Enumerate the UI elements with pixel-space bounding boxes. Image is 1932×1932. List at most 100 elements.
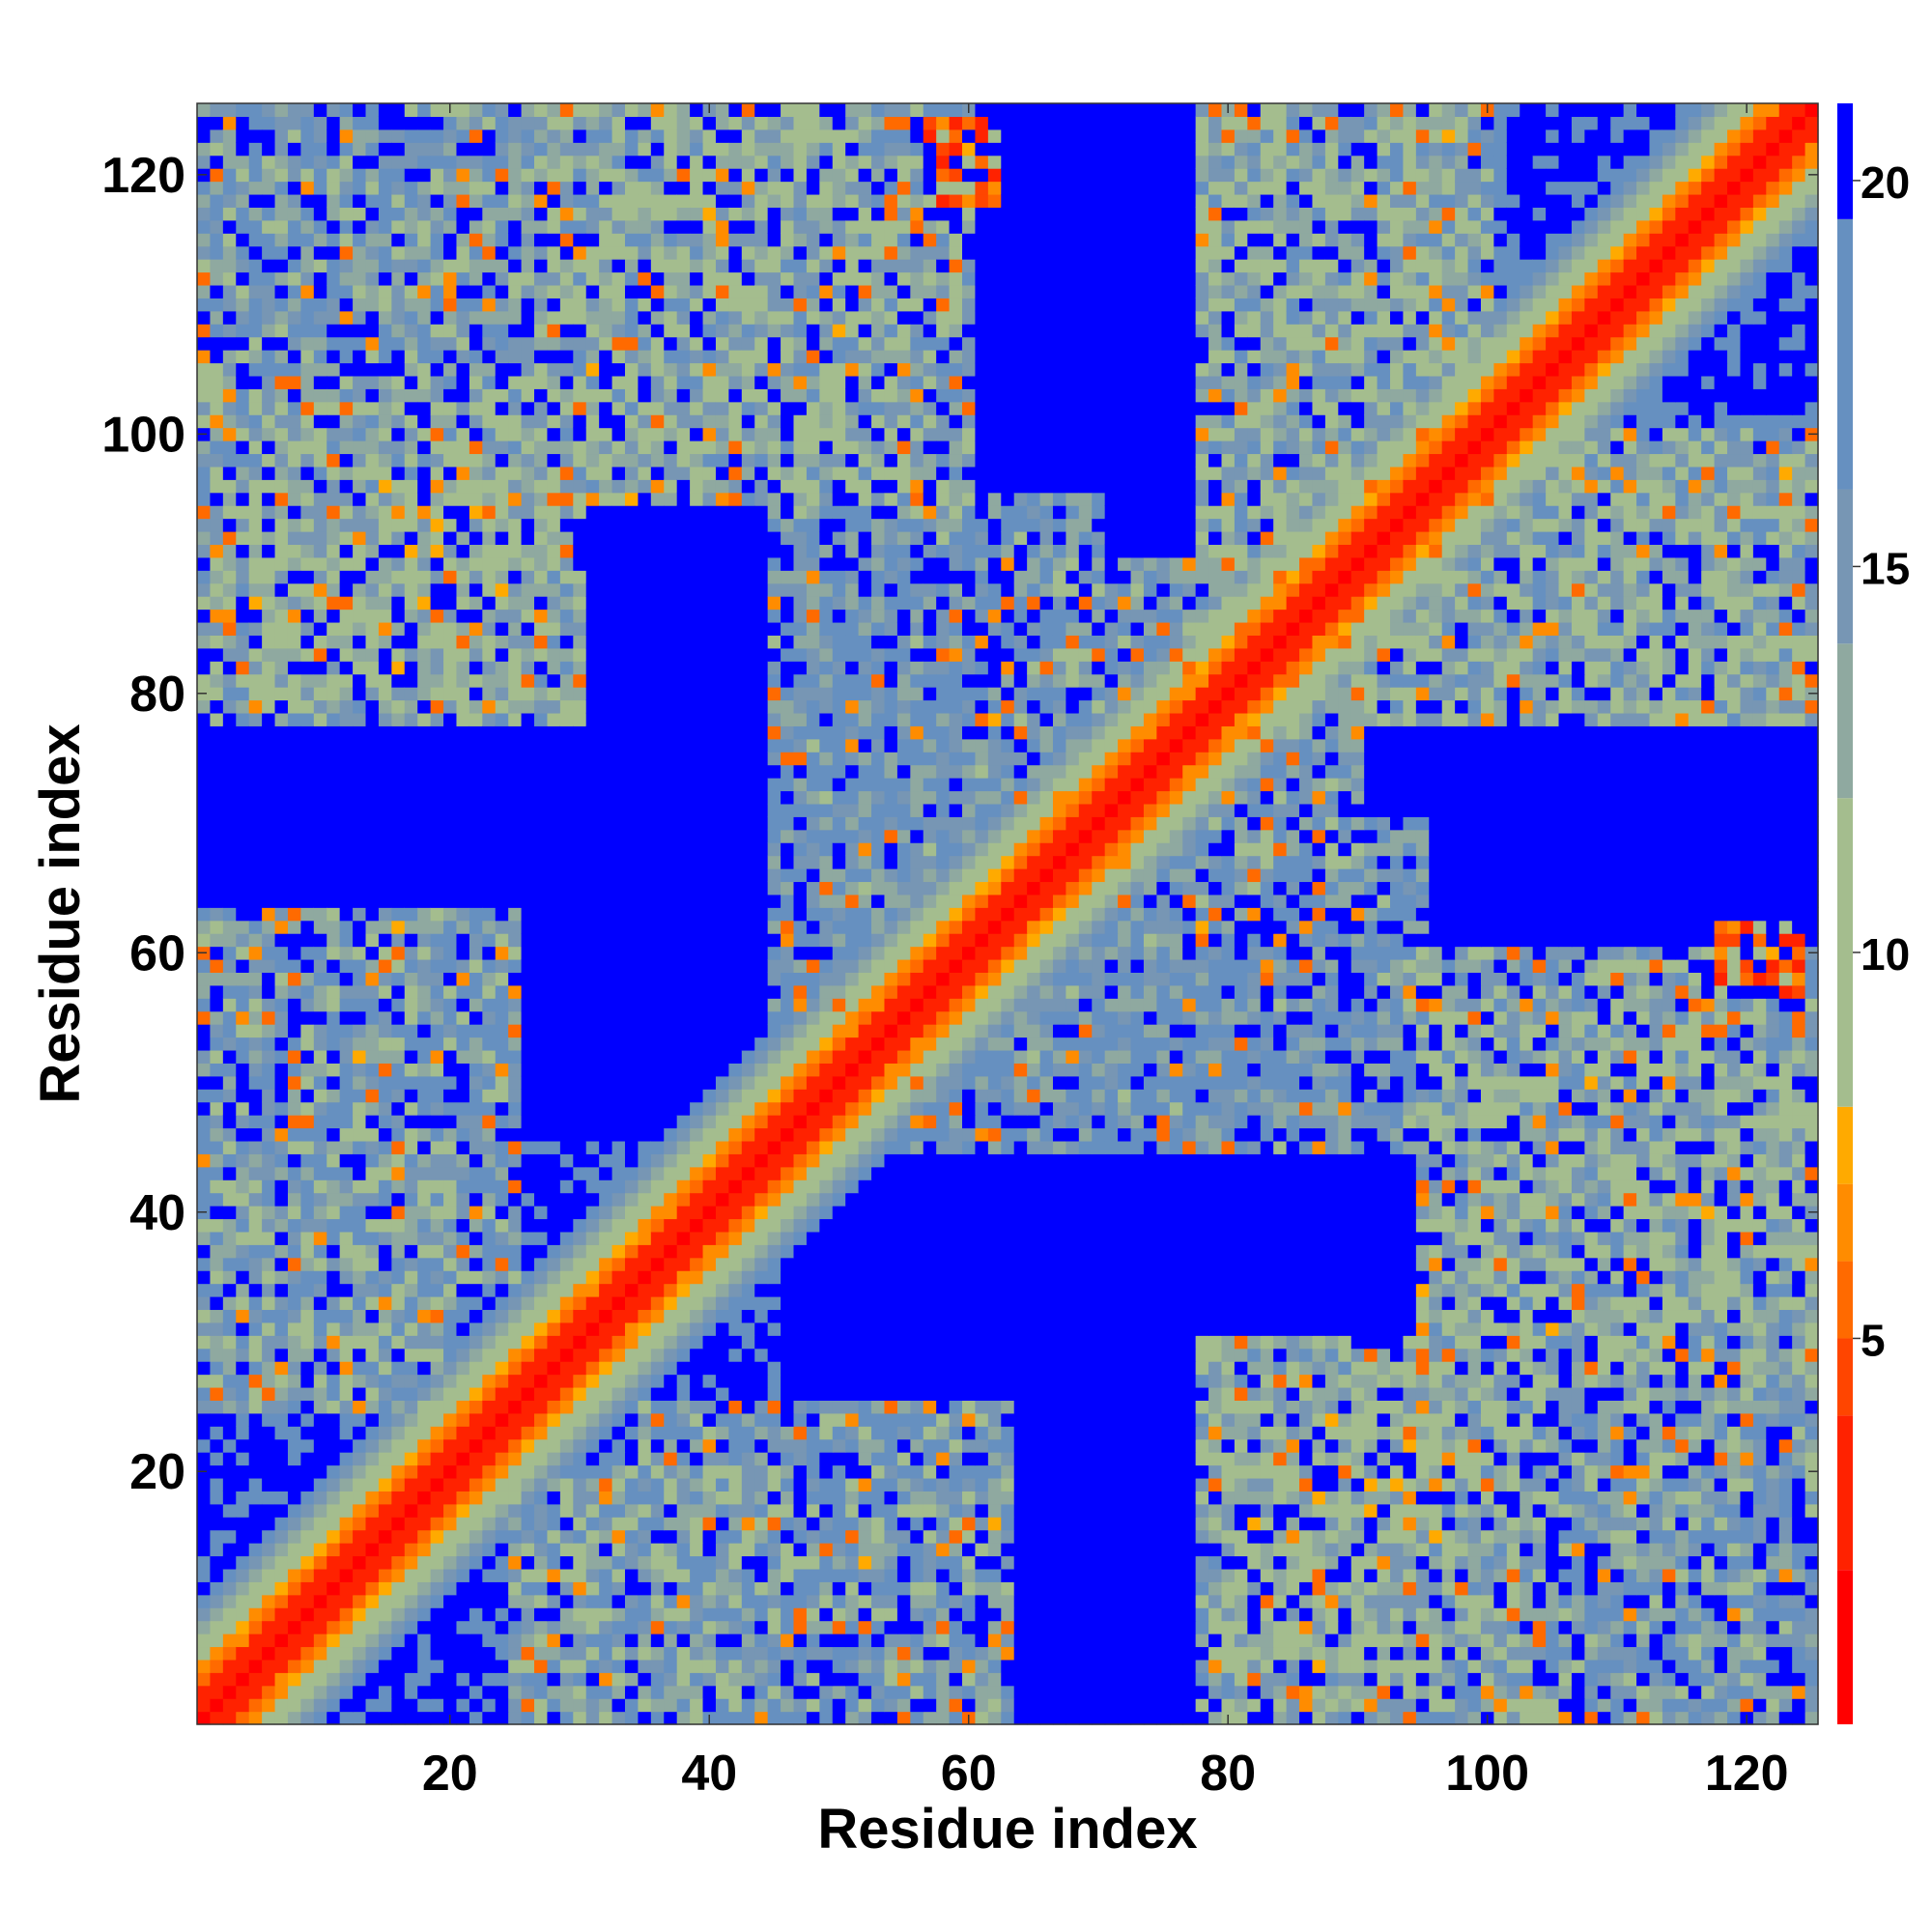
heatmap-cell <box>443 1478 457 1492</box>
heatmap-cell <box>262 259 275 272</box>
heatmap-cell <box>443 959 457 973</box>
heatmap-cell <box>456 1011 469 1025</box>
heatmap-cell <box>1065 1452 1079 1465</box>
heatmap-cell <box>288 168 301 182</box>
heatmap-cell <box>223 388 237 402</box>
heatmap-cell <box>1507 1660 1520 1673</box>
heatmap-cell <box>366 1076 380 1090</box>
heatmap-cell <box>754 1530 768 1544</box>
heatmap-cell <box>366 674 380 688</box>
heatmap-cell <box>327 1141 340 1154</box>
heatmap-cell <box>690 1555 703 1569</box>
heatmap-cell <box>586 1607 600 1621</box>
heatmap-cell <box>534 1581 548 1595</box>
heatmap-cell <box>456 220 469 234</box>
heatmap-cell <box>819 1452 833 1465</box>
heatmap-cell <box>1144 1712 1157 1725</box>
heatmap-cell <box>1403 1581 1416 1595</box>
heatmap-cell <box>249 1646 263 1660</box>
heatmap-cell <box>249 1672 263 1686</box>
heatmap-cell <box>223 1284 237 1297</box>
heatmap-cell <box>288 1607 301 1621</box>
heatmap-cell <box>638 1686 651 1699</box>
heatmap-cell <box>275 570 289 583</box>
heatmap-cell <box>417 1322 431 1336</box>
heatmap-cell <box>1792 1452 1805 1465</box>
heatmap-cell <box>1598 1452 1611 1465</box>
heatmap-cell <box>1014 1504 1028 1518</box>
heatmap-cell <box>1014 1543 1028 1556</box>
heatmap-cell <box>1208 1672 1222 1686</box>
heatmap-cell <box>586 1452 600 1465</box>
heatmap-cell <box>1662 1543 1676 1556</box>
heatmap-cell <box>443 1569 457 1582</box>
heatmap-cell <box>508 1569 522 1582</box>
heatmap-cell <box>1001 1569 1014 1582</box>
heatmap-cell <box>1442 1465 1456 1479</box>
heatmap-cell <box>1507 1478 1520 1492</box>
heatmap-cell <box>431 1426 444 1439</box>
heatmap-cell <box>1079 1698 1093 1712</box>
heatmap-cell <box>1364 1581 1378 1595</box>
heatmap-cell <box>1715 1686 1728 1699</box>
heatmap-cell <box>379 570 392 583</box>
heatmap-cell <box>1572 1595 1585 1608</box>
heatmap-cell <box>1572 1504 1585 1518</box>
heatmap-cell <box>1325 1465 1339 1479</box>
heatmap-cell <box>456 1296 469 1310</box>
heatmap-cell <box>223 1530 237 1544</box>
heatmap-cell <box>651 1660 665 1673</box>
heatmap-cell <box>1182 1595 1196 1608</box>
heatmap-cell <box>275 1258 289 1271</box>
heatmap-cell <box>1079 1543 1093 1556</box>
heatmap-cell <box>236 687 249 700</box>
heatmap-cell <box>1261 1569 1274 1582</box>
heatmap-cell <box>1559 1491 1573 1504</box>
heatmap-cell <box>314 1569 327 1582</box>
heatmap-cell <box>988 1439 1002 1453</box>
heatmap-cell <box>275 376 289 389</box>
heatmap-cell <box>288 194 301 208</box>
heatmap-cell <box>1196 1712 1209 1725</box>
heatmap-cell <box>288 856 301 869</box>
heatmap-cell <box>781 1491 794 1504</box>
heatmap-cell <box>1144 1698 1157 1712</box>
heatmap-cell <box>288 583 301 597</box>
heatmap-cell <box>845 1478 859 1492</box>
heatmap-cell <box>314 467 327 480</box>
heatmap-cell <box>300 544 314 557</box>
heatmap-cell <box>405 804 418 817</box>
heatmap-cell <box>223 285 237 298</box>
heatmap-cell <box>391 1491 405 1504</box>
heatmap-cell <box>379 194 392 208</box>
heatmap-cell <box>223 453 237 467</box>
heatmap-cell <box>262 1115 275 1128</box>
heatmap-cell <box>586 1621 600 1634</box>
heatmap-cell <box>573 1569 586 1582</box>
heatmap-cell <box>1779 1698 1793 1712</box>
heatmap-cell <box>1170 1530 1183 1544</box>
heatmap-cell <box>1727 1712 1741 1725</box>
heatmap-cell <box>405 1244 418 1258</box>
heatmap-cell <box>1131 1634 1145 1647</box>
heatmap-cell <box>1610 1543 1624 1556</box>
heatmap-cell <box>1520 1452 1533 1465</box>
heatmap-cell <box>405 129 418 143</box>
heatmap-cell <box>1299 1491 1313 1504</box>
heatmap-cell <box>327 531 340 545</box>
heatmap-cell <box>288 1491 301 1504</box>
heatmap-cell <box>1287 1660 1300 1673</box>
heatmap-cell <box>275 713 289 726</box>
heatmap-cell <box>703 1698 717 1712</box>
heatmap-cell <box>884 1607 897 1621</box>
heatmap-cell <box>560 1478 574 1492</box>
heatmap-cell <box>391 1270 405 1284</box>
heatmap-cell <box>1455 1555 1468 1569</box>
heatmap-cell <box>379 1270 392 1284</box>
heatmap-cell <box>1092 1646 1105 1660</box>
heatmap-cell <box>936 1555 950 1569</box>
heatmap-cell <box>1442 1581 1456 1595</box>
heatmap-cell <box>1416 1465 1430 1479</box>
heatmap-cell <box>781 1646 794 1660</box>
heatmap-cell <box>871 1465 885 1479</box>
